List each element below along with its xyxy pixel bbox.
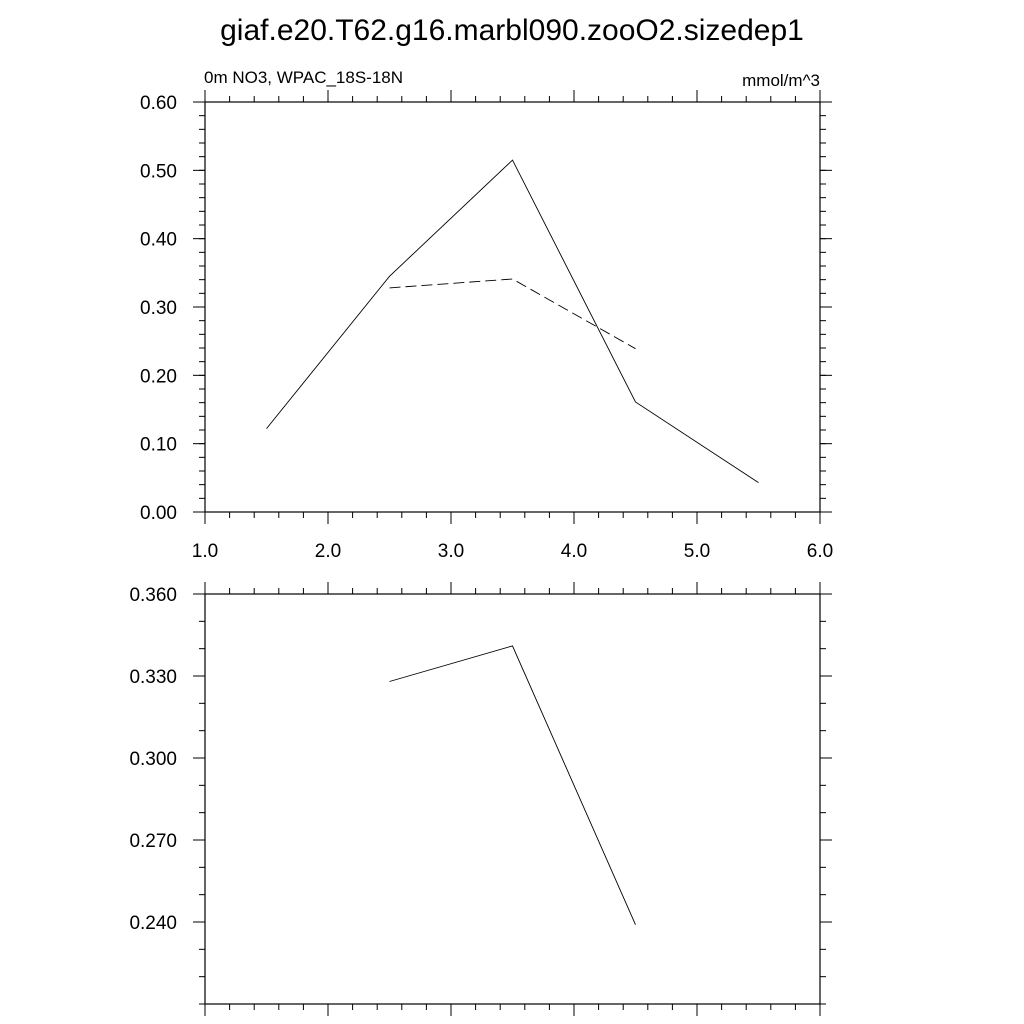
chart-title: giaf.e20.T62.g16.marbl090.zooO2.sizedep1 bbox=[220, 14, 804, 47]
y-tick-label: 0.240 bbox=[129, 913, 177, 934]
x-tick-label: 5.0 bbox=[684, 541, 710, 562]
y-tick-label: 0.20 bbox=[140, 366, 177, 387]
plot-frame bbox=[204, 593, 821, 1005]
y-tick-label: 0.00 bbox=[140, 503, 177, 524]
y-tick-label: 0.40 bbox=[140, 230, 177, 251]
y-tick-label: 0.30 bbox=[140, 298, 177, 319]
x-tick-label: 2.0 bbox=[315, 541, 341, 562]
x-tick-label: 3.0 bbox=[438, 541, 464, 562]
top-panel-units-label: mmol/m^3 bbox=[742, 71, 820, 90]
top-panel: 0m NO3, WPAC_18S-18N mmol/m^3 1.0 2.0 3.0 4… bbox=[140, 68, 833, 562]
plot-frame bbox=[204, 101, 821, 513]
y-tick-label: 0.60 bbox=[140, 93, 177, 114]
y-tick-label: 0.50 bbox=[140, 161, 177, 182]
x-tick-label: 1.0 bbox=[192, 541, 218, 562]
series-line-dashed bbox=[389, 278, 636, 350]
y-tick-label: 0.270 bbox=[129, 831, 177, 852]
x-tick-label: 4.0 bbox=[561, 541, 587, 562]
series-line-solid bbox=[389, 645, 636, 925]
top-panel-left-title: 0m NO3, WPAC_18S-18N bbox=[204, 68, 403, 87]
x-tick-label: 6.0 bbox=[807, 541, 833, 562]
bottom-panel: 0.240 0.270 0.300 0.330 0.360 bbox=[129, 582, 832, 1016]
y-tick-label: 0.360 bbox=[129, 585, 177, 606]
series-line-solid bbox=[266, 159, 759, 483]
y-tick-label: 0.330 bbox=[129, 667, 177, 688]
y-tick-label: 0.300 bbox=[129, 749, 177, 770]
y-tick-label: 0.10 bbox=[140, 435, 177, 456]
